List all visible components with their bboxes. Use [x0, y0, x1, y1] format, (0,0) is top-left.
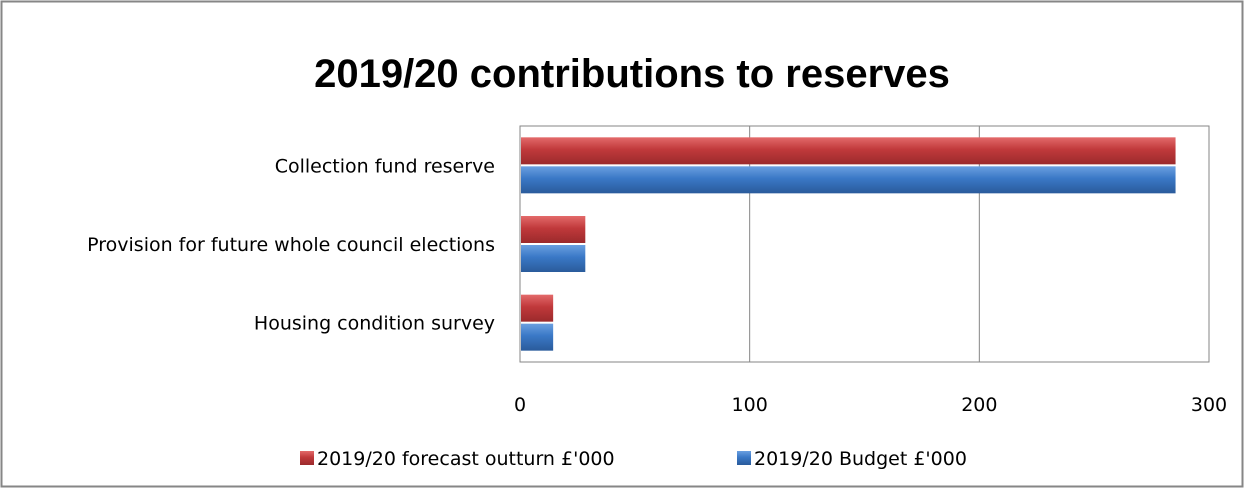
- bars: [521, 137, 1176, 351]
- legend-swatch-1: [737, 451, 751, 465]
- x-axis-tick-labels: 0 100 200 300: [514, 394, 1227, 416]
- chart-title: 2019/20 contributions to reserves: [314, 52, 950, 96]
- category-label-1: Provision for future whole council elect…: [87, 234, 495, 256]
- bar-series-0-cat-2: [521, 294, 554, 322]
- legend: 2019/20 forecast outturn £'000 2019/20 Bu…: [300, 448, 967, 470]
- x-tick-label-0: 0: [514, 394, 526, 416]
- category-labels: Collection fund reserve Provision for fut…: [87, 155, 495, 334]
- x-tick-label-1: 100: [732, 394, 768, 416]
- bar-series-1-cat-1: [521, 245, 586, 272]
- x-tick-label-3: 300: [1191, 394, 1227, 416]
- legend-label-0: 2019/20 forecast outturn £'000: [317, 448, 615, 470]
- category-label-2: Housing condition survey: [254, 313, 495, 335]
- legend-swatch-0: [300, 451, 314, 465]
- bar-series-1-cat-0: [521, 166, 1176, 194]
- legend-label-1: 2019/20 Budget £'000: [754, 448, 967, 470]
- bar-series-0-cat-1: [521, 216, 586, 243]
- bar-series-1-cat-2: [521, 323, 554, 351]
- x-tick-label-2: 200: [961, 394, 997, 416]
- plot-area-frame: [519, 125, 1210, 363]
- category-label-0: Collection fund reserve: [275, 155, 495, 177]
- bar-series-0-cat-0: [521, 137, 1176, 165]
